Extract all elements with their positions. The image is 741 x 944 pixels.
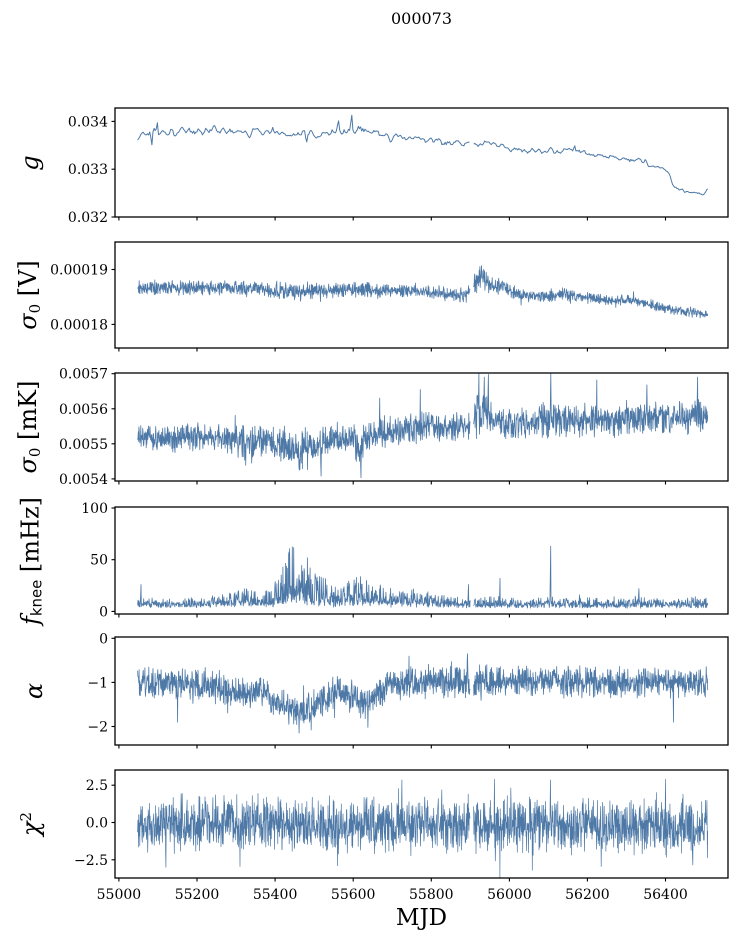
axes-frame — [114, 372, 729, 482]
y-axis-label-alpha: α — [20, 682, 48, 700]
y-tick-label: 0.0 — [86, 816, 108, 832]
y-tick-label: 0.033 — [68, 162, 108, 178]
x-tick-label: 55600 — [331, 887, 376, 903]
y-tick-label: −2.5 — [74, 853, 108, 869]
subplot-sigma0-mk: 0.0057 0.0056 0.0055 0.0054 — [59, 367, 729, 488]
y-tick-label: 0.034 — [68, 114, 108, 130]
subplot-chi2: 2.5 0.0 −2.5 55000 55200 55400 55600 55800 56000… — [74, 769, 729, 903]
axes-frame — [114, 506, 729, 615]
y-tick-label: 2.5 — [86, 778, 108, 794]
y-tick-label: 0.0054 — [59, 472, 108, 488]
y-tick-label: 0.0056 — [59, 402, 108, 418]
subplot-fknee: 100 50 0 — [81, 501, 729, 620]
y-tick-label: 0.00018 — [50, 317, 108, 333]
y-tick-label: 0.0055 — [59, 437, 108, 453]
x-tick-label: 56000 — [487, 887, 532, 903]
series-chi2 — [137, 778, 709, 878]
series-g — [137, 114, 709, 196]
y-tick-label: 0.032 — [68, 210, 108, 226]
x-tick-label: 55400 — [253, 887, 298, 903]
subplot-sigma0-v: 0.00019 0.00018 — [50, 241, 729, 352]
x-tick-label: 56200 — [565, 887, 610, 903]
y-axis-label-sigma0-mk: σ0 [mK] — [14, 380, 44, 474]
y-tick-label: −2 — [87, 720, 108, 736]
axes-frame — [114, 636, 729, 746]
series-sigma0-mk — [137, 373, 709, 479]
y-axis-label-chi2: χ2 — [16, 811, 46, 837]
y-tick-label: 0.00019 — [50, 263, 108, 279]
x-tick-label: 55000 — [97, 887, 142, 903]
figure-title: 000073 — [390, 9, 453, 28]
axes-frame — [114, 107, 729, 218]
y-axis-label-sigma0-v: σ0 [V] — [14, 260, 44, 330]
subplot-alpha: 0 −1 −2 — [87, 631, 729, 749]
x-tick-label: 55800 — [409, 887, 454, 903]
y-tick-label: 0 — [99, 604, 108, 620]
x-tick-label: 56400 — [643, 887, 688, 903]
y-axis-label-g: g — [16, 154, 44, 171]
x-tick-label: 55200 — [175, 887, 220, 903]
y-tick-label: 50 — [90, 553, 108, 569]
y-tick-label: 100 — [81, 501, 108, 517]
y-axis-label-fknee: fknee [mHz] — [16, 496, 46, 625]
y-tick-label: 0.0057 — [59, 367, 108, 383]
series-alpha — [137, 653, 709, 734]
axes-frame — [114, 769, 729, 879]
series-sigma0-v — [137, 265, 709, 319]
x-axis-label: MJD — [395, 905, 448, 931]
series-fknee — [137, 545, 709, 609]
y-tick-label: −1 — [87, 675, 108, 691]
y-tick-label: 0 — [99, 631, 108, 647]
subplot-g: 0.034 0.033 0.032 — [68, 107, 729, 226]
axes-frame — [114, 241, 729, 349]
